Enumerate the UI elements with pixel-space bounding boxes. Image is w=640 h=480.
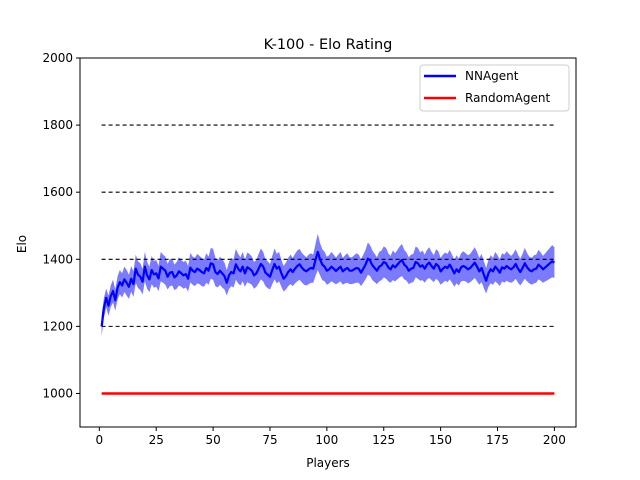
y-tick-label-1000: 1000 [42, 386, 73, 400]
nnagent-confidence-band [101, 233, 555, 337]
x-tick-label-75: 75 [262, 433, 277, 447]
legend: NNAgent RandomAgent [419, 64, 570, 112]
x-tick-label-200: 200 [543, 433, 566, 447]
x-tick-label-0: 0 [96, 433, 104, 447]
axes-frame [79, 57, 577, 428]
y-axis-label: Elo [15, 235, 29, 253]
x-tick-label-175: 175 [486, 433, 509, 447]
y-tick-label-1200: 1200 [42, 319, 73, 333]
plot-area: 0 25 50 75 100 125 150 175 200 1000 1200 1400 1600 18… [42, 51, 577, 447]
legend-box [419, 64, 570, 112]
y-tick-label-1800: 1800 [42, 118, 73, 132]
x-tick-label-125: 125 [372, 433, 395, 447]
legend-label-randomagent: RandomAgent [465, 91, 550, 105]
x-tick-label-50: 50 [205, 433, 220, 447]
chart-title: K-100 - Elo Rating [264, 37, 393, 53]
x-tick-label-100: 100 [315, 433, 338, 447]
y-tick-label-1400: 1400 [42, 252, 73, 266]
x-axis-label: Players [306, 456, 350, 470]
legend-label-nnagent: NNAgent [465, 69, 519, 83]
series-line-nnagent [100, 250, 555, 327]
y-tick-label-1600: 1600 [42, 185, 73, 199]
x-tick-label-25: 25 [149, 433, 164, 447]
x-tick-label-150: 150 [429, 433, 452, 447]
y-tick-label-2000: 2000 [42, 51, 73, 65]
